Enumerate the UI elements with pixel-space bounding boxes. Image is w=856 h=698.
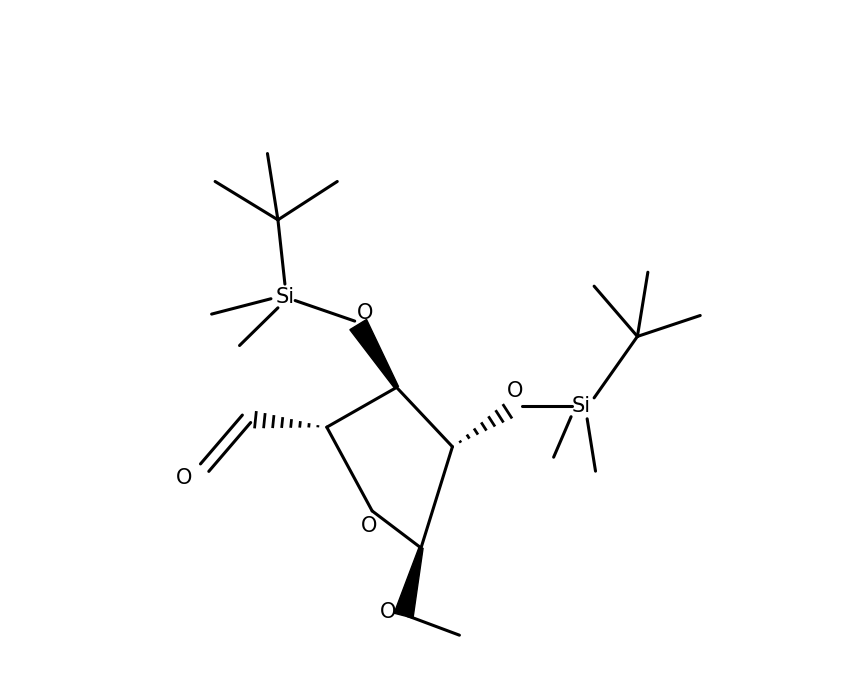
Polygon shape	[394, 547, 423, 618]
Text: O: O	[380, 602, 396, 622]
Text: O: O	[175, 468, 192, 488]
Text: Si: Si	[572, 396, 591, 416]
Text: Si: Si	[276, 287, 294, 306]
Text: O: O	[357, 304, 373, 323]
Polygon shape	[350, 320, 398, 389]
Text: O: O	[360, 517, 377, 536]
Text: O: O	[507, 381, 523, 401]
